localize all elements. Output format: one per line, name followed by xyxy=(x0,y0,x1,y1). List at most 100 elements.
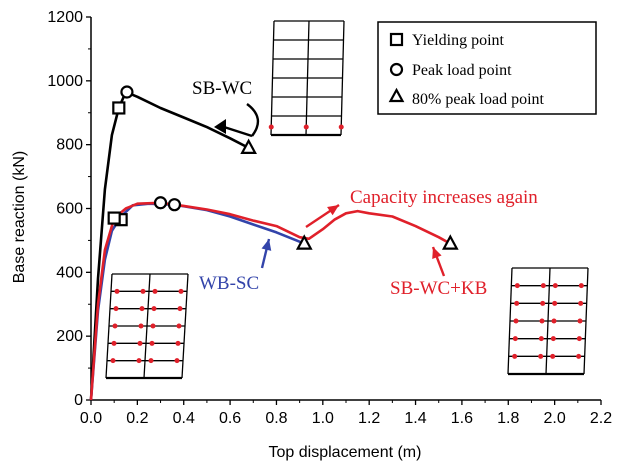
capacity-note: Capacity increases again xyxy=(350,187,538,208)
plastic-hinge xyxy=(140,288,146,294)
plastic-hinge xyxy=(578,283,584,289)
plastic-hinge xyxy=(138,323,144,329)
annotation-arrows xyxy=(214,103,446,277)
y-tick-label: 1000 xyxy=(47,73,83,90)
plastic-hinge xyxy=(338,124,344,130)
peak80-marker-1 xyxy=(295,234,313,250)
frame-column xyxy=(270,20,275,136)
legend-label-80peak: 80% peak load point xyxy=(412,91,545,108)
series-line-0 xyxy=(89,90,250,401)
frame-wbsc xyxy=(105,273,189,380)
sbwc-label: SB-WC xyxy=(192,78,252,99)
plastic-hinge xyxy=(539,318,545,324)
frame-column xyxy=(507,267,513,375)
sbwc-arrow-shaft xyxy=(246,103,260,137)
plastic-hinge xyxy=(578,300,584,306)
legend-label-peak: Peak load point xyxy=(412,62,512,79)
plastic-hinge xyxy=(178,288,184,294)
frame-column xyxy=(143,273,151,379)
plastic-hinge xyxy=(114,288,120,294)
yield-marker-0 xyxy=(112,101,126,115)
plastic-hinge xyxy=(512,353,518,359)
x-tick-label: 0.8 xyxy=(265,410,287,427)
plastic-hinge xyxy=(150,323,156,329)
plastic-hinge xyxy=(152,288,158,294)
point-markers xyxy=(107,85,459,250)
x-tick-label: 0.4 xyxy=(173,410,195,427)
plastic-hinge xyxy=(111,340,117,346)
y-tick-label: 0 xyxy=(74,392,83,409)
y-tick-label: 400 xyxy=(56,264,83,281)
plastic-hinge xyxy=(550,336,556,342)
sbwc-arrow-tail xyxy=(223,125,253,138)
yield-marker-2 xyxy=(107,211,121,225)
plastic-hinge xyxy=(303,124,309,130)
plastic-hinge xyxy=(540,300,546,306)
plastic-hinge xyxy=(175,340,181,346)
plastic-hinge xyxy=(514,300,520,306)
plastic-hinge xyxy=(177,306,183,312)
x-tick-label: 1.2 xyxy=(358,410,380,427)
plastic-hinge xyxy=(512,336,518,342)
plastic-hinge xyxy=(538,353,544,359)
sbwckb-label: SB-WC+KB xyxy=(390,278,487,299)
plastic-hinge xyxy=(576,353,582,359)
peak80-marker-2 xyxy=(441,234,459,250)
legend-circle-marker xyxy=(389,62,404,77)
peak-marker-2 xyxy=(153,196,168,210)
x-tick-label: 0.6 xyxy=(219,410,241,427)
plastic-hinge xyxy=(576,336,582,342)
plastic-hinge xyxy=(148,358,154,364)
y-tick-label: 200 xyxy=(56,328,83,345)
x-tick-label: 1.8 xyxy=(497,410,519,427)
y-tick-label: 1200 xyxy=(47,9,83,26)
plastic-hinge xyxy=(139,306,145,312)
legend-triangle-marker xyxy=(388,87,405,103)
frame-column xyxy=(181,273,189,379)
x-tick-label: 0.0 xyxy=(80,410,102,427)
series-line-1 xyxy=(89,202,305,401)
y-tick-label: 800 xyxy=(56,137,83,154)
plastic-hinge xyxy=(149,340,155,346)
plastic-hinge xyxy=(113,306,119,312)
peak-marker-0 xyxy=(120,85,134,99)
plastic-hinge xyxy=(174,358,180,364)
legend-label-yield: Yielding point xyxy=(412,32,505,49)
x-tick-label: 1.0 xyxy=(312,410,334,427)
plastic-hinge xyxy=(176,323,182,329)
frame-sbwckb xyxy=(507,267,589,376)
y-axis-title: Base reaction (kN) xyxy=(11,151,28,284)
wbsc-label: WB-SC xyxy=(199,273,259,294)
plastic-hinge xyxy=(550,353,556,359)
plastic-hinge xyxy=(577,318,583,324)
peak80-marker-0 xyxy=(240,138,257,154)
frame-column xyxy=(305,20,310,136)
frame-illustrations xyxy=(105,20,589,380)
x-tick-label: 1.6 xyxy=(451,410,473,427)
capacity-arrow-head xyxy=(327,205,339,216)
legend-box xyxy=(377,21,597,115)
x-tick-label: 0.2 xyxy=(126,410,148,427)
plastic-hinge xyxy=(540,283,546,289)
plastic-hinge xyxy=(112,323,118,329)
plastic-hinge xyxy=(513,318,519,324)
frame-column xyxy=(545,267,551,375)
frame-column xyxy=(340,20,345,136)
x-tick-label: 2.0 xyxy=(544,410,566,427)
plastic-hinge xyxy=(137,340,143,346)
sbwc-arrow-head xyxy=(214,119,226,134)
frame-sbwc xyxy=(268,20,345,137)
series-line-2 xyxy=(89,201,451,401)
axes: 0.0 0.2 0.4 0.6 0.8 1.0 1.2 1.4 1.6 1.8 2.0 2.2 0 200… xyxy=(47,9,612,427)
plastic-hinge xyxy=(552,300,558,306)
plastic-hinge xyxy=(136,358,142,364)
plastic-hinge xyxy=(514,283,520,289)
x-axis-title: Top displacement (m) xyxy=(269,444,422,461)
plastic-hinge xyxy=(110,358,116,364)
plastic-hinge xyxy=(538,336,544,342)
peak-marker-1 xyxy=(167,198,182,212)
plastic-hinge xyxy=(552,283,558,289)
plastic-hinge xyxy=(151,306,157,312)
y-tick-label: 600 xyxy=(56,201,83,218)
